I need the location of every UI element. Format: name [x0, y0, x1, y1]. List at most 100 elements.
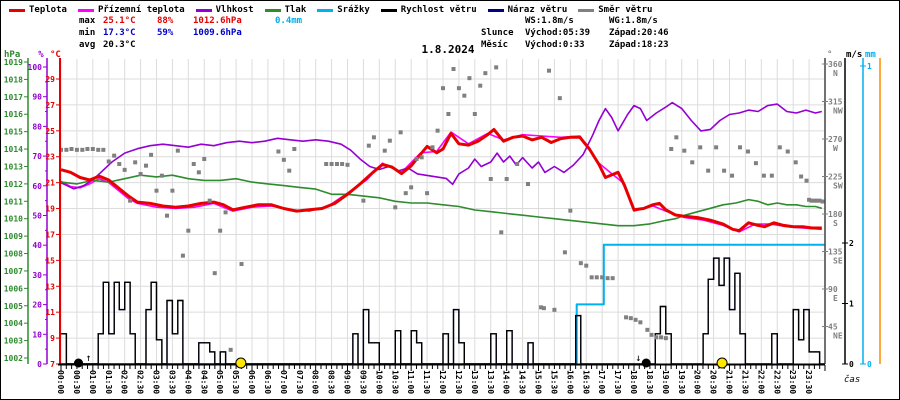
- hpa-tick-label: 1016: [4, 110, 23, 119]
- dir-name-label: NE: [833, 332, 843, 341]
- max-label: max: [79, 16, 96, 26]
- sunrise-marker: [235, 357, 247, 369]
- x-tick-label: 16:30: [581, 370, 590, 394]
- sunset-time: Západ:20:46: [609, 28, 669, 38]
- x-tick-label: 09:30: [358, 370, 367, 394]
- ms-axis-header: m/s: [846, 50, 862, 60]
- legend-swatch: [195, 8, 212, 12]
- x-tick-label: 10:00: [374, 370, 383, 394]
- dir-name-label: SW: [833, 182, 843, 191]
- temp-tick-label: 11: [45, 308, 55, 317]
- legend-label: Směr větru: [598, 5, 653, 15]
- hpa-tick-label: 1015: [4, 128, 23, 137]
- avg-temperature: 20.3°C: [103, 40, 136, 50]
- series-vlhkost: [60, 101, 822, 190]
- x-tick-label: 03:30: [167, 370, 176, 394]
- dir-tick-label: 360: [828, 60, 843, 69]
- x-tick-label: 10:30: [390, 370, 399, 394]
- hpa-tick-label: 1005: [4, 302, 23, 311]
- moonset-arrow: ↓: [635, 353, 641, 364]
- dir-tick-label: 45: [828, 323, 838, 332]
- hpa-tick-label: 1018: [4, 75, 23, 84]
- sun-stats-row: Slunce Východ:05:39 Západ:20:46: [481, 27, 669, 39]
- hpa-tick-label: 1009: [4, 232, 23, 241]
- x-tick-label: 06:30: [263, 370, 272, 394]
- temp-tick-label: 25: [45, 127, 55, 136]
- x-tick-label: 19:30: [677, 370, 686, 394]
- legend-item-3: Tlak: [264, 5, 306, 15]
- hpa-tick-label: 1019: [4, 58, 23, 67]
- x-tick-label: 15:00: [534, 370, 543, 394]
- dir-tick-label: 180: [828, 210, 843, 219]
- pct-tick-label: 40: [32, 241, 42, 250]
- temp-tick-label: 27: [45, 101, 55, 110]
- hpa-tick-label: 1013: [4, 162, 23, 171]
- hpa-tick-label: 1011: [4, 197, 23, 206]
- x-tick-label: 22:00: [756, 370, 765, 394]
- x-tick-label: 21:00: [725, 370, 734, 394]
- mm-tick-label: 1: [867, 62, 872, 71]
- legend-swatch: [77, 8, 94, 12]
- legend-swatch: [317, 8, 334, 12]
- x-tick-label: 11:30: [422, 370, 431, 394]
- x-tick-label: 05:00: [215, 370, 224, 394]
- legend-item-1: Přízemní teplota: [77, 5, 185, 15]
- ms-tick-label: 1: [849, 300, 854, 309]
- x-tick-label: 15:30: [549, 370, 558, 394]
- ms-tick-label: 0: [849, 360, 854, 369]
- x-tick-label: 12:00: [438, 370, 447, 394]
- hpa-tick-label: 1010: [4, 215, 23, 224]
- x-tick-label: 13:00: [470, 370, 479, 394]
- x-tick-label: 08:30: [327, 370, 336, 394]
- legend-label: Srážky: [337, 5, 370, 15]
- x-tick-label: 11:00: [406, 370, 415, 394]
- x-tick-label: 22:30: [772, 370, 781, 394]
- series-p-zemn-teplota: [60, 131, 822, 233]
- x-tick-label: 07:00: [279, 370, 288, 394]
- legend-swatch: [487, 8, 504, 12]
- hpa-axis-header: hPa: [4, 50, 20, 60]
- x-tick-label: 00:30: [72, 370, 81, 394]
- legend: Teplota Přízemní teplota Vlhkost Tlak Srážky…: [9, 5, 652, 15]
- x-tick-label: 14:30: [518, 370, 527, 394]
- x-tick-label: 17:30: [613, 370, 622, 394]
- series-tlak: [60, 174, 823, 227]
- temp-tick-label: 21: [45, 179, 55, 188]
- pct-tick-label: 80: [32, 122, 42, 131]
- x-tick-label: 20:30: [709, 370, 718, 394]
- temp-tick-label: 9: [50, 334, 55, 343]
- x-tick-label: 18:00: [629, 370, 638, 394]
- max-humidity: 88%: [157, 16, 174, 26]
- x-tick-label: 23:30: [804, 370, 813, 394]
- min-humidity: 59%: [157, 28, 174, 38]
- dir-tick-label: 270: [828, 135, 843, 144]
- stats-right: WS:1.8m/s WG:1.8m/s Slunce Východ:05:39 Záp…: [481, 15, 669, 51]
- legend-item-5: Rychlost větru: [380, 5, 477, 15]
- pct-tick-label: 20: [32, 301, 42, 310]
- dir-name-label: NW: [833, 107, 843, 116]
- moonrise-time: Východ:0:33: [525, 40, 585, 50]
- x-tick-label: 06:00: [247, 370, 256, 394]
- x-tick-label: 19:00: [661, 370, 670, 394]
- legend-item-0: Teplota: [9, 5, 67, 15]
- dir-tick-label: 90: [828, 285, 838, 294]
- temp-tick-label: 29: [45, 75, 55, 84]
- series-teplota: [60, 128, 822, 233]
- avg-label: avg: [79, 40, 96, 50]
- pct-tick-label: 30: [32, 271, 42, 280]
- legend-item-7: Směr větru: [578, 5, 652, 15]
- legend-label: Teplota: [29, 5, 67, 15]
- pct-tick-label: 90: [32, 93, 42, 102]
- sunrise-time: Východ:05:39: [525, 28, 591, 38]
- dir-name-label: S: [833, 219, 838, 228]
- moonset-time: Západ:18:23: [609, 40, 669, 50]
- astro-markers: ↑ ↓: [74, 353, 728, 369]
- pct-tick-label: 0: [37, 360, 42, 369]
- legend-label: Náraz větru: [507, 5, 568, 15]
- x-tick-label: 12:30: [454, 370, 463, 394]
- hpa-tick-label: 1002: [4, 354, 23, 363]
- temp-tick-label: 13: [45, 282, 55, 291]
- x-axis-title: čas: [844, 374, 860, 385]
- pct-tick-label: 50: [32, 212, 42, 221]
